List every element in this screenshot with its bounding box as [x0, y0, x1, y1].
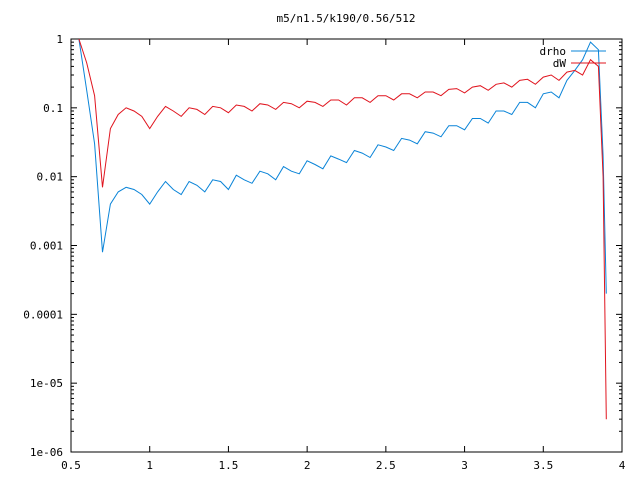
y-tick-label: 0.001 [30, 240, 63, 253]
y-tick-label: 0.1 [43, 102, 63, 115]
x-tick-label: 3.5 [533, 459, 553, 472]
y-tick-label: 1e-05 [30, 377, 63, 390]
x-tick-label: 1.5 [218, 459, 238, 472]
x-tick-label: 3 [461, 459, 468, 472]
x-tick-label: 2.5 [376, 459, 396, 472]
x-tick-label: 4 [619, 459, 626, 472]
legend-label-drho: drho [540, 45, 567, 58]
series-layer [78, 38, 607, 420]
x-tick-label: 0.5 [61, 459, 81, 472]
y-axis: 1e-06 1e-05 0.0001 0.001 0.01 0.1 1 [23, 33, 622, 459]
x-axis: 0.5 1 1.5 2 2.5 3 3.5 4 [61, 39, 626, 472]
x-tick-label: 2 [304, 459, 311, 472]
chart-title: m5/n1.5/k190/0.56/512 [276, 12, 415, 25]
y-tick-label: 0.0001 [23, 308, 63, 321]
series-line-drho [78, 38, 607, 294]
y-tick-label: 1e-06 [30, 446, 63, 459]
x-tick-label: 1 [146, 459, 153, 472]
y-tick-label: 0.01 [37, 171, 64, 184]
y-tick-label: 1 [56, 33, 63, 46]
legend-label-dW: dW [553, 57, 567, 70]
series-line-dW [78, 38, 607, 420]
